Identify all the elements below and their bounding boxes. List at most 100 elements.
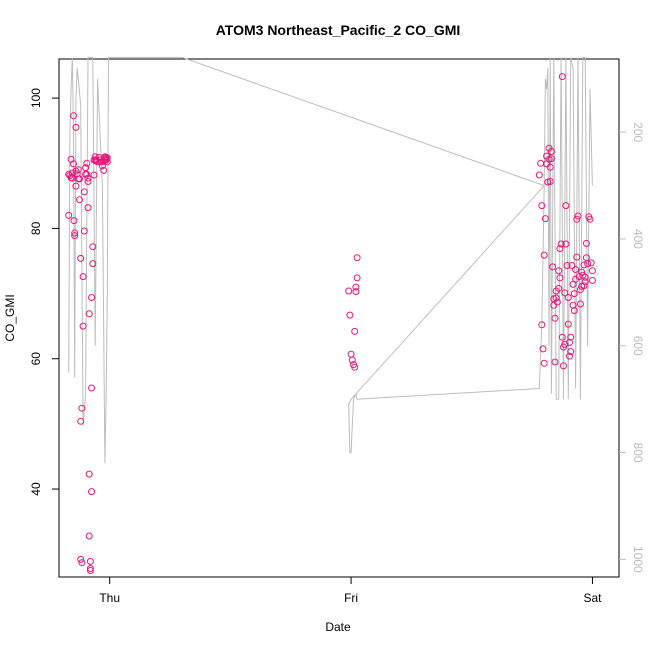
data-point — [547, 155, 555, 163]
data-point — [88, 294, 96, 301]
data-point — [561, 289, 569, 297]
data-point — [72, 123, 80, 131]
data-point — [556, 274, 564, 282]
data-point — [541, 215, 549, 223]
data-point — [351, 363, 359, 371]
data-point — [80, 227, 88, 235]
y-tick-label: 60 — [29, 352, 43, 366]
data-point — [83, 170, 91, 178]
data-point — [582, 239, 590, 247]
data-point — [100, 166, 108, 174]
data-point — [553, 298, 561, 306]
data-point — [581, 273, 589, 281]
data-point — [72, 182, 80, 190]
data-point — [535, 171, 543, 179]
y-axis: 40 60 80 100 — [29, 88, 59, 496]
data-point — [86, 557, 94, 565]
data-point — [574, 212, 582, 220]
data-point — [347, 350, 355, 358]
data-point — [78, 404, 86, 412]
plot-frame — [58, 58, 620, 578]
data-point — [539, 345, 547, 353]
data-point — [84, 204, 92, 212]
data-point — [555, 267, 563, 275]
data-point — [70, 217, 78, 225]
x-axis: Thu Fri Sat — [99, 577, 602, 605]
data-point — [584, 260, 592, 268]
data-point — [576, 300, 584, 308]
data-point — [85, 532, 93, 540]
data-point — [70, 112, 77, 120]
data-point — [540, 251, 548, 259]
data-point — [578, 268, 586, 276]
data-point — [88, 384, 96, 392]
data-point — [98, 162, 106, 170]
x-axis-label: Date — [325, 620, 351, 634]
data-point — [351, 327, 359, 335]
pressure-line-layer — [68, 56, 593, 464]
data-point — [89, 243, 97, 251]
data-point — [587, 259, 595, 267]
data-point — [566, 352, 573, 360]
data-point — [352, 283, 360, 291]
y-tick-label: 80 — [29, 221, 43, 235]
data-point — [556, 245, 564, 253]
data-point — [572, 266, 580, 273]
data-point — [580, 282, 588, 290]
data-point — [89, 260, 97, 268]
data-point — [78, 559, 86, 567]
data-point — [549, 263, 557, 271]
data-point — [576, 286, 584, 294]
x-tick-label: Thu — [99, 591, 120, 605]
data-point — [560, 362, 567, 370]
data-point — [71, 229, 79, 237]
data-point — [103, 154, 111, 162]
data-point — [546, 163, 554, 171]
data-point — [537, 159, 545, 167]
data-point — [103, 158, 111, 166]
data-point — [568, 262, 576, 269]
chart-title: ATOM3 Northeast_Pacific_2 CO_GMI — [216, 22, 461, 38]
data-point — [79, 322, 87, 330]
data-point — [567, 348, 575, 356]
data-point — [558, 73, 566, 81]
y-axis-label: CO_GMI — [3, 294, 17, 341]
data-point — [588, 277, 596, 284]
data-point — [77, 555, 85, 563]
data-point — [76, 196, 83, 204]
data-point — [353, 274, 361, 282]
data-point — [83, 159, 91, 167]
data-point — [566, 338, 573, 346]
data-point — [547, 148, 555, 155]
data-point — [348, 356, 356, 364]
data-point — [85, 470, 93, 478]
data-point — [580, 261, 588, 269]
right-tick-label: 400 — [631, 229, 645, 249]
data-point — [352, 288, 360, 296]
data-point — [538, 321, 546, 329]
data-point — [581, 278, 589, 286]
data-point — [564, 294, 572, 301]
data-point — [70, 160, 77, 168]
data-point — [562, 240, 570, 248]
data-point — [345, 287, 353, 295]
right-tick-label: 800 — [631, 443, 645, 463]
data-point — [569, 301, 577, 309]
data-point — [557, 240, 565, 248]
right-tick-label: 200 — [631, 122, 645, 142]
data-point — [86, 567, 94, 574]
pressure-line — [68, 56, 593, 464]
data-point — [77, 417, 85, 425]
data-point — [71, 232, 79, 240]
data-point — [570, 307, 578, 314]
data-point — [76, 175, 83, 183]
data-point — [564, 320, 572, 328]
y-tick-label: 100 — [29, 88, 43, 108]
data-point — [353, 254, 361, 262]
data-point — [85, 310, 93, 318]
data-point — [551, 358, 559, 366]
data-point — [563, 262, 571, 269]
data-point — [90, 171, 98, 179]
data-point — [84, 174, 92, 182]
